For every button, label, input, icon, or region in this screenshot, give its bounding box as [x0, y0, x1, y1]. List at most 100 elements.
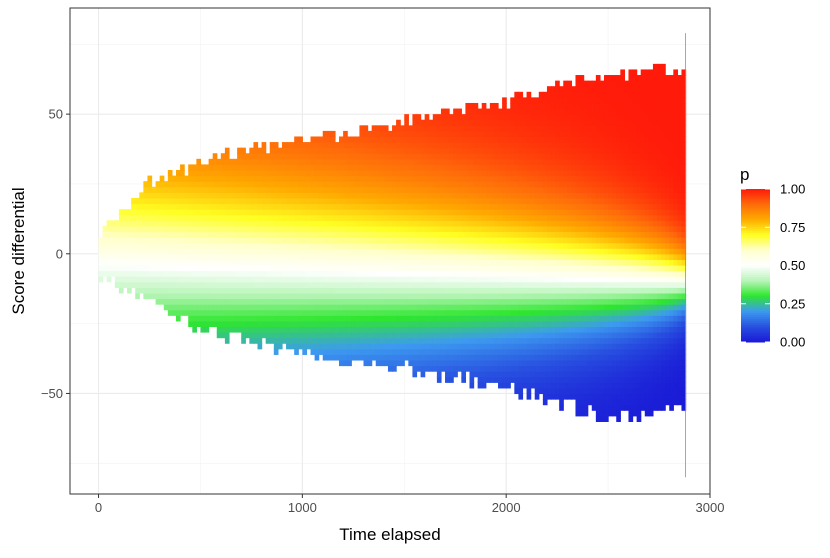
heatmap-tile — [282, 332, 287, 338]
heatmap-tile — [384, 254, 389, 260]
heatmap-tile — [380, 310, 385, 316]
heatmap-tile — [331, 259, 336, 265]
heatmap-tile — [567, 354, 572, 360]
heatmap-tile — [555, 237, 560, 243]
heatmap-tile — [535, 393, 540, 399]
heatmap-tile — [478, 187, 483, 193]
heatmap-tile — [351, 271, 356, 277]
heatmap-tile — [282, 192, 287, 198]
heatmap-tile — [498, 109, 503, 115]
heatmap-tile — [396, 142, 401, 148]
heatmap-tile — [490, 298, 495, 304]
heatmap-tile — [331, 204, 336, 210]
heatmap-tile — [433, 271, 438, 277]
heatmap-tile — [563, 360, 568, 366]
heatmap-tile — [535, 349, 540, 355]
heatmap-tile — [441, 265, 446, 271]
heatmap-tile — [286, 153, 291, 159]
heatmap-tile — [343, 226, 348, 232]
heatmap-tile — [298, 204, 303, 210]
heatmap-tile — [486, 181, 491, 187]
heatmap-tile — [437, 136, 442, 142]
heatmap-tile — [319, 276, 324, 282]
heatmap-tile — [319, 304, 324, 310]
heatmap-tile — [522, 164, 527, 170]
heatmap-tile — [563, 315, 568, 321]
heatmap-tile — [580, 248, 585, 254]
heatmap-tile — [245, 298, 250, 304]
heatmap-tile — [510, 354, 515, 360]
heatmap-tile — [192, 226, 197, 232]
heatmap-tile — [408, 192, 413, 198]
heatmap-tile — [580, 371, 585, 377]
heatmap-tile — [245, 287, 250, 293]
heatmap-tile — [453, 136, 458, 142]
heatmap-tile — [213, 181, 218, 187]
heatmap-tile — [225, 215, 230, 221]
heatmap-tile — [278, 271, 283, 277]
heatmap-tile — [571, 237, 576, 243]
heatmap-tile — [209, 215, 214, 221]
heatmap-tile — [506, 142, 511, 148]
heatmap-tile — [400, 181, 405, 187]
heatmap-tile — [282, 215, 287, 221]
heatmap-tile — [575, 410, 580, 416]
heatmap-tile — [510, 332, 515, 338]
heatmap-tile — [527, 259, 532, 265]
heatmap-tile — [510, 371, 515, 377]
heatmap-tile — [453, 181, 458, 187]
heatmap-tile — [192, 220, 197, 226]
heatmap-tile — [196, 159, 201, 165]
heatmap-tile — [152, 265, 157, 271]
heatmap-tile — [229, 254, 234, 260]
heatmap-tile — [457, 338, 462, 344]
heatmap-tile — [392, 343, 397, 349]
heatmap-tile — [604, 181, 609, 187]
heatmap-tile — [400, 354, 405, 360]
heatmap-tile — [531, 198, 536, 204]
heatmap-tile — [506, 326, 511, 332]
heatmap-tile — [262, 164, 267, 170]
heatmap-tile — [368, 159, 373, 165]
heatmap-tile — [506, 187, 511, 193]
heatmap-tile — [298, 164, 303, 170]
heatmap-tile — [592, 148, 597, 154]
heatmap-tile — [539, 114, 544, 120]
heatmap-tile — [461, 259, 466, 265]
heatmap-tile — [168, 271, 173, 277]
heatmap-tile — [490, 276, 495, 282]
heatmap-tile — [482, 310, 487, 316]
heatmap-tile — [571, 181, 576, 187]
heatmap-tile — [433, 220, 438, 226]
heatmap-tile — [99, 259, 104, 265]
heatmap-tile — [400, 142, 405, 148]
heatmap-tile — [192, 315, 197, 321]
heatmap-tile — [408, 287, 413, 293]
heatmap-tile — [494, 271, 499, 277]
heatmap-tile — [518, 103, 523, 109]
heatmap-tile — [547, 220, 552, 226]
heatmap-tile — [502, 298, 507, 304]
heatmap-tile — [474, 287, 479, 293]
heatmap-tile — [359, 159, 364, 165]
heatmap-tile — [355, 293, 360, 299]
heatmap-tile — [514, 204, 519, 210]
heatmap-tile — [449, 136, 454, 142]
heatmap-tile — [359, 164, 364, 170]
heatmap-tile — [449, 371, 454, 377]
heatmap-tile — [209, 304, 214, 310]
heatmap-tile — [543, 142, 548, 148]
heatmap-tile — [441, 360, 446, 366]
heatmap-tile — [567, 287, 572, 293]
heatmap-tile — [127, 265, 132, 271]
heatmap-tile — [592, 405, 597, 411]
heatmap-tile — [571, 103, 576, 109]
heatmap-tile — [555, 142, 560, 148]
heatmap-tile — [249, 276, 254, 282]
heatmap-tile — [258, 298, 263, 304]
heatmap-tile — [388, 176, 393, 182]
heatmap-tile — [551, 298, 556, 304]
heatmap-tile — [596, 271, 601, 277]
heatmap-tile — [502, 120, 507, 126]
heatmap-tile — [290, 315, 295, 321]
